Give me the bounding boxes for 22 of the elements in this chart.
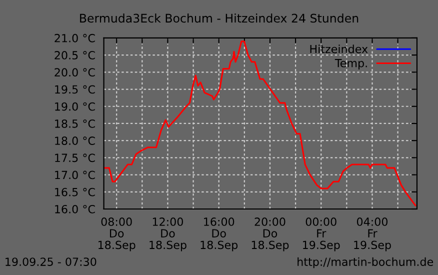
x-tick-label: 08:00 Do 18.Sep: [98, 218, 136, 252]
y-tick-label: 16.5 °C: [55, 188, 95, 196]
x-tick-label: 20:00 Do 18.Sep: [252, 218, 289, 252]
x-tick-label: 12:00 Do 18.Sep: [150, 218, 186, 252]
y-tick-label: 19.5 °C: [55, 85, 95, 94]
y-tick-label: 17.5 °C: [55, 154, 95, 162]
chart-title: Bermuda3Eck Bochum - Hitzeindex 24 Stunden: [80, 14, 358, 23]
y-tick-label: 17.0 °C: [55, 170, 95, 180]
text: 19.09.25 - 07:30: [6, 258, 96, 266]
legend-label: Hitzeindex: [310, 44, 368, 54]
y-tick-label: 16.0 °C: [55, 204, 95, 214]
x-tick-label: 16:00 Do 18.Sep: [200, 218, 238, 252]
text: http://martin-bochum.de: [298, 257, 434, 268]
legend-label: Temp.: [334, 59, 367, 70]
y-tick-label: 19.0 °C: [55, 102, 95, 111]
y-tick-label: 20.5 °C: [54, 51, 95, 60]
y-tick-label: 18.5 °C: [55, 119, 95, 128]
y-tick-label: 18.0 °C: [55, 136, 95, 145]
y-tick-label: 21.0 °C: [54, 34, 95, 42]
x-tick-label: 04:00 Fr 19.Sep: [354, 218, 391, 252]
x-tick-label: 00:00 Fr 19.Sep: [303, 218, 340, 252]
y-tick-label: 20.0 °C: [54, 68, 95, 77]
